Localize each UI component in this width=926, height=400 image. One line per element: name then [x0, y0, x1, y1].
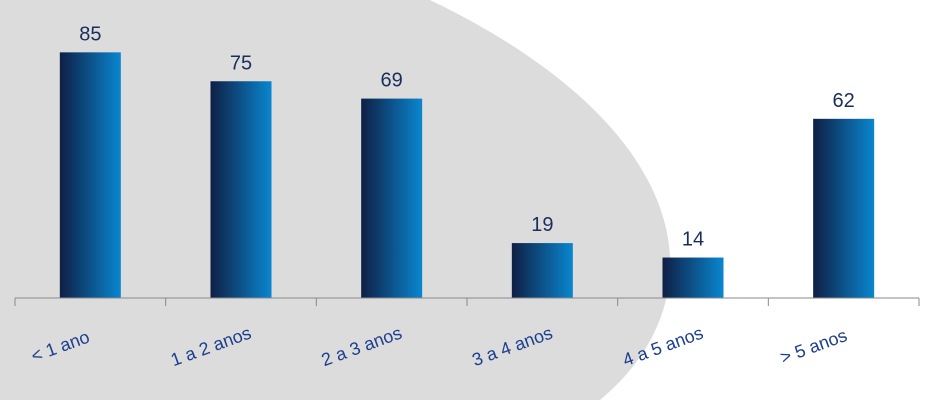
bar	[662, 257, 724, 298]
bar	[511, 243, 573, 298]
bar-value-label: 62	[833, 90, 855, 112]
bar	[210, 81, 272, 298]
bar-value-label: 85	[79, 23, 101, 45]
value-labels-group: 85 75 69 19 14 62	[79, 23, 855, 250]
bar-value-label: 69	[381, 70, 403, 92]
bars-group	[59, 52, 875, 298]
bar-value-label: 75	[230, 52, 252, 74]
x-axis-ticks	[14, 298, 920, 306]
bar	[813, 118, 875, 298]
category-label: > 5 anos	[778, 325, 850, 368]
background-shape	[0, 0, 671, 400]
bar	[361, 98, 423, 298]
bar-value-label: 19	[531, 214, 553, 236]
bar	[59, 52, 121, 298]
bar-value-label: 14	[682, 229, 704, 251]
